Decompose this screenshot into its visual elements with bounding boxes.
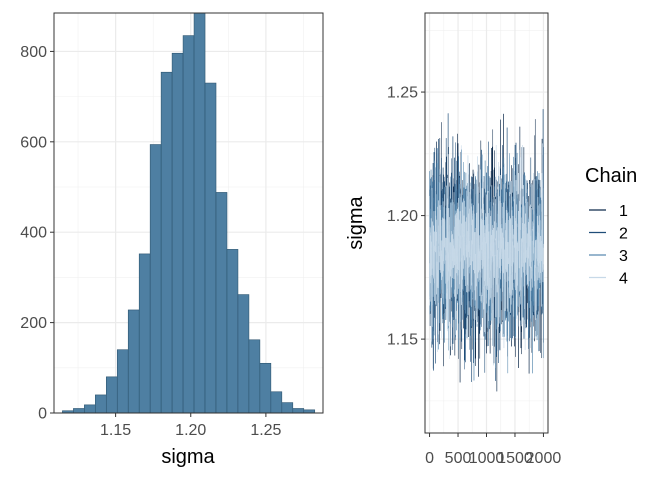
trace-y-axis-title: sigma [345, 195, 367, 249]
legend-label-chain-4: 4 [619, 271, 628, 288]
histogram-bar [204, 82, 217, 414]
histogram-bar [105, 376, 118, 414]
histogram-bar [193, 12, 206, 414]
histogram-bar [270, 391, 283, 414]
legend-label-chain-3: 3 [619, 248, 628, 265]
histogram-x-ticks: 1.15 1.20 1.25 [100, 413, 282, 439]
histogram-bar [215, 192, 228, 414]
histogram-bar [182, 35, 195, 414]
histogram-y-tick-label: 800 [20, 44, 47, 61]
chain-legend: Chain 1 2 3 4 [585, 165, 637, 288]
histogram-bar [237, 294, 250, 414]
trace-x-tick-label: 1000 [469, 450, 505, 467]
histogram-bar [84, 404, 96, 414]
histogram-bar [171, 52, 184, 414]
legend-label-chain-2: 2 [619, 226, 628, 243]
histogram-y-tick-label: 0 [38, 406, 47, 423]
histogram-x-tick-label: 1.15 [100, 422, 131, 439]
trace-lines [429, 109, 544, 392]
histogram-bar [248, 339, 261, 414]
trace-x-tick-label: 500 [445, 450, 472, 467]
histogram-x-tick-label: 1.25 [250, 422, 281, 439]
histogram-bar [160, 71, 173, 414]
histogram-bar [149, 144, 162, 414]
histogram-panel: 1.15 1.20 1.25 0 200 400 600 800 sigma [20, 12, 324, 468]
histogram-x-tick-label: 1.20 [175, 422, 206, 439]
histogram-bar [73, 408, 85, 414]
trace-line-chain-4 [429, 143, 544, 366]
histogram-bar [259, 362, 272, 414]
histogram-bar [95, 394, 107, 414]
histogram-bar [226, 249, 239, 414]
histogram-bar [281, 402, 294, 414]
trace-x-tick-label: 2000 [526, 450, 562, 467]
histogram-bar [116, 349, 129, 414]
histogram-y-tick-label: 400 [20, 225, 47, 242]
histogram-bar [292, 408, 305, 414]
histogram-panel-border [53, 12, 324, 414]
histogram-x-axis-title: sigma [161, 446, 215, 468]
histogram-bar [138, 253, 151, 414]
trace-y-tick-label: 1.20 [387, 208, 418, 225]
legend-label-chain-1: 1 [619, 203, 628, 220]
trace-x-tick-label: 1500 [497, 450, 533, 467]
histogram-bar [127, 309, 140, 414]
trace-y-tick-label: 1.25 [387, 85, 418, 102]
trace-x-tick-label: 0 [425, 450, 434, 467]
legend-title: Chain [585, 165, 637, 187]
legend-items: 1 2 3 4 [589, 203, 628, 288]
histogram-y-ticks: 0 200 400 600 800 [20, 44, 54, 423]
histogram-y-tick-label: 200 [20, 315, 47, 332]
histogram-y-tick-label: 600 [20, 134, 47, 151]
trace-y-tick-label: 1.15 [387, 332, 418, 349]
trace-y-ticks: 1.15 1.20 1.25 [387, 85, 425, 349]
